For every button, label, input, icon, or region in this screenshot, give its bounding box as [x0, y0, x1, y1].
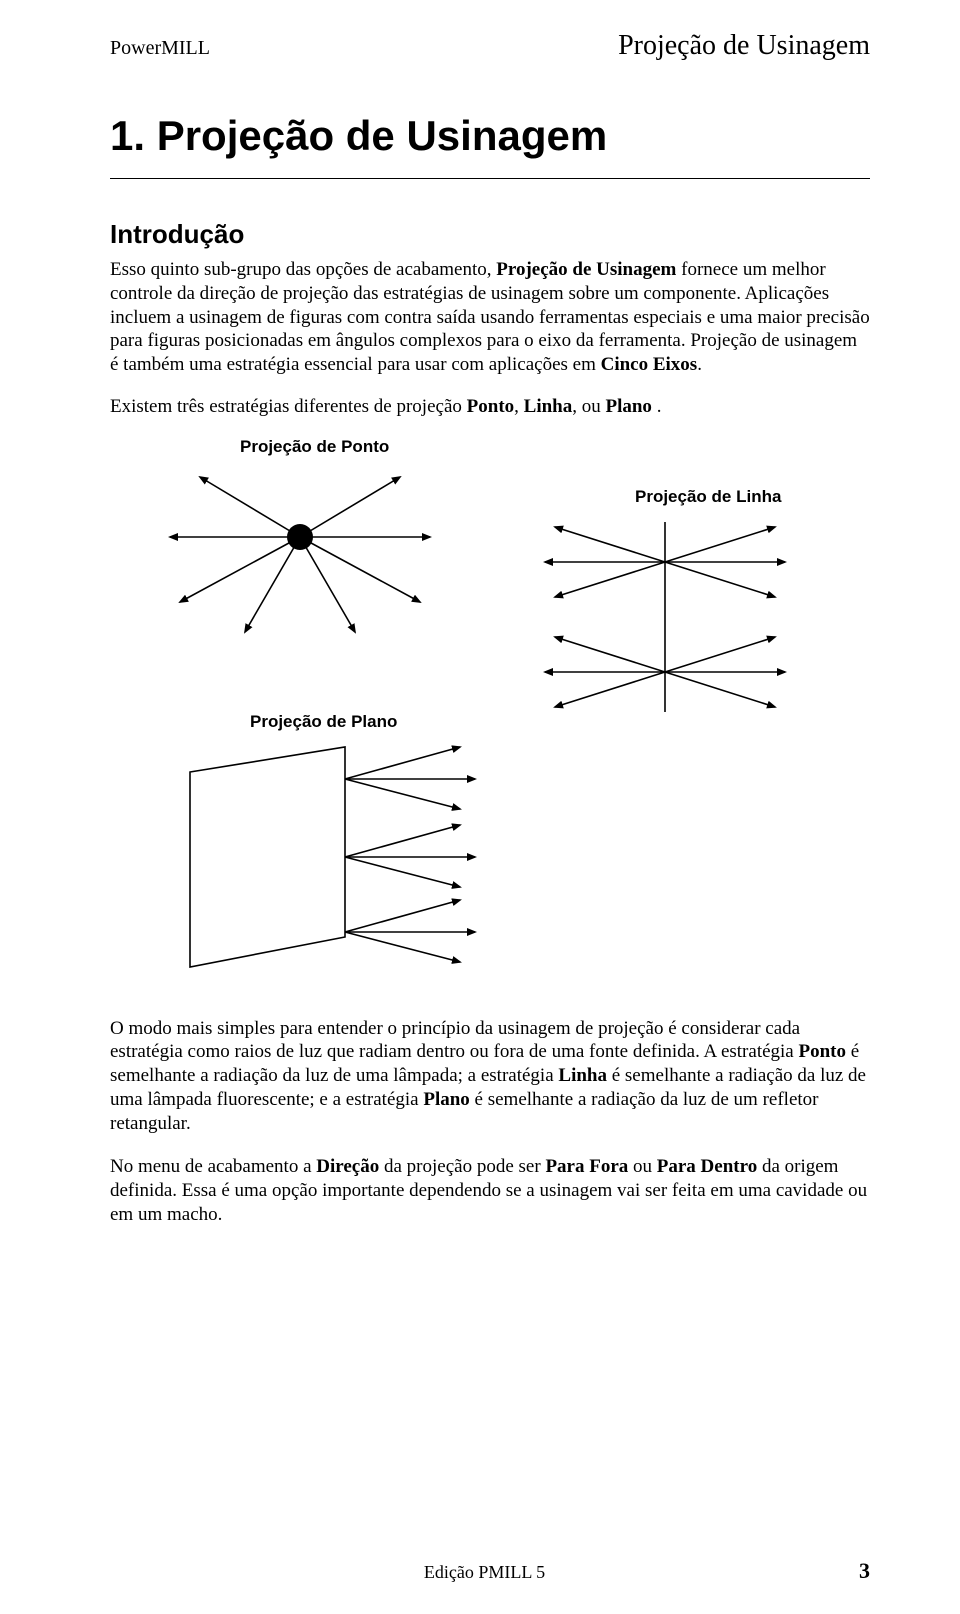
bold-text: Plano [423, 1089, 469, 1110]
bold-text: Projeção de Usinagem [496, 259, 676, 280]
diagram-svg [110, 437, 850, 977]
text: Esso quinto sub-grupo das opções de acab… [110, 259, 496, 280]
text: , ou [572, 396, 605, 417]
label-projecao-linha: Projeção de Linha [635, 487, 781, 507]
label-projecao-ponto: Projeção de Ponto [240, 437, 389, 457]
subheading-introducao: Introdução [110, 219, 870, 250]
header-right: Projeção de Usinagem [618, 30, 870, 62]
explain-paragraph-1: O modo mais simples para entender o prin… [110, 1017, 870, 1136]
text: , [514, 396, 524, 417]
doc-title: 1. Projeção de Usinagem [110, 112, 870, 160]
bold-text: Cinco Eixos [601, 354, 698, 375]
text: da projeção pode ser [379, 1156, 545, 1177]
title-rule [110, 178, 870, 179]
text: . [652, 396, 662, 417]
intro-paragraph-1: Esso quinto sub-grupo das opções de acab… [110, 258, 870, 377]
header-left: PowerMILL [110, 37, 210, 60]
bold-text: Para Dentro [657, 1156, 757, 1177]
page-header: PowerMILL Projeção de Usinagem [110, 30, 870, 62]
projection-diagram: Projeção de Ponto Projeção de Linha Proj… [110, 437, 850, 977]
footer-page-number: 3 [859, 1558, 870, 1584]
page-footer: Edição PMILL 5 3 [110, 1558, 870, 1584]
text: ou [628, 1156, 657, 1177]
text: No menu de acabamento a [110, 1156, 316, 1177]
bold-text: Ponto [799, 1041, 847, 1062]
intro-paragraph-2: Existem três estratégias diferentes de p… [110, 395, 870, 419]
text: . [697, 354, 702, 375]
label-projecao-plano: Projeção de Plano [250, 712, 397, 732]
text: O modo mais simples para entender o prin… [110, 1018, 800, 1063]
bold-text: Linha [558, 1065, 607, 1086]
explain-paragraph-2: No menu de acabamento a Direção da proje… [110, 1155, 870, 1226]
bold-text: Direção [316, 1156, 379, 1177]
text: Existem três estratégias diferentes de p… [110, 396, 467, 417]
bold-text: Ponto [467, 396, 515, 417]
bold-text: Para Fora [545, 1156, 628, 1177]
bold-text: Linha [524, 396, 573, 417]
bold-text: Plano [605, 396, 651, 417]
footer-edition: Edição PMILL 5 [424, 1562, 545, 1583]
